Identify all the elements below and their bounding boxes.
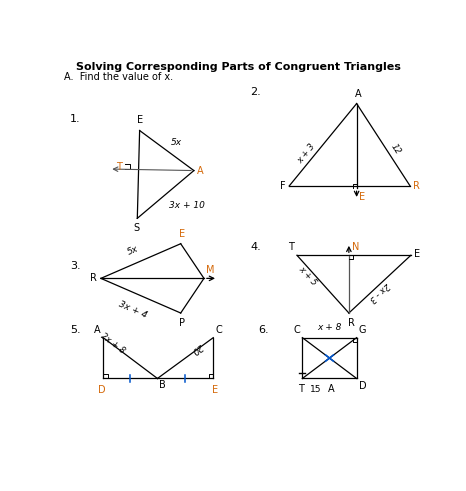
Text: T: T <box>298 384 304 394</box>
Text: 3x + 10: 3x + 10 <box>169 201 205 210</box>
Text: A: A <box>197 165 204 176</box>
Text: 4.: 4. <box>250 242 261 252</box>
Text: T: T <box>116 162 122 172</box>
Text: N: N <box>352 242 359 252</box>
Text: 15: 15 <box>310 384 322 394</box>
Text: P: P <box>179 318 185 328</box>
Text: 1.: 1. <box>70 113 81 124</box>
Text: D: D <box>98 384 105 395</box>
Text: 2x - 3: 2x - 3 <box>367 281 391 304</box>
Text: F: F <box>281 181 286 191</box>
Text: x + 5: x + 5 <box>297 264 319 287</box>
Text: A: A <box>328 384 335 394</box>
Text: R: R <box>90 273 97 283</box>
Text: E: E <box>212 384 218 395</box>
Text: E: E <box>137 115 144 125</box>
Text: A: A <box>94 325 101 334</box>
Text: C: C <box>216 325 222 334</box>
Text: E: E <box>414 249 420 259</box>
Text: M: M <box>206 265 215 275</box>
Text: T: T <box>288 242 294 252</box>
Text: 5.: 5. <box>70 326 81 335</box>
Text: 5x: 5x <box>126 245 140 257</box>
Text: 2.: 2. <box>250 86 261 97</box>
Text: R: R <box>413 181 420 191</box>
Text: 5x: 5x <box>171 137 182 147</box>
Text: E: E <box>359 192 365 202</box>
Text: E: E <box>179 229 185 239</box>
Text: R: R <box>348 318 355 327</box>
Text: C: C <box>293 325 300 334</box>
Text: 12: 12 <box>389 142 402 156</box>
Text: 6.: 6. <box>258 326 269 335</box>
Text: 3x + 4: 3x + 4 <box>117 300 149 320</box>
Text: G: G <box>359 325 366 334</box>
Text: 20: 20 <box>189 342 204 356</box>
Text: A.  Find the value of x.: A. Find the value of x. <box>64 72 173 82</box>
Text: x + 3: x + 3 <box>296 142 317 165</box>
Text: A: A <box>355 89 362 99</box>
Text: S: S <box>133 223 140 233</box>
Text: D: D <box>359 381 367 391</box>
Text: 3.: 3. <box>70 261 81 272</box>
Text: 2x + 8: 2x + 8 <box>99 332 126 356</box>
Text: B: B <box>159 380 166 390</box>
Text: Solving Corresponding Parts of Congruent Triangles: Solving Corresponding Parts of Congruent… <box>76 62 401 72</box>
Text: x + 8: x + 8 <box>317 323 342 331</box>
